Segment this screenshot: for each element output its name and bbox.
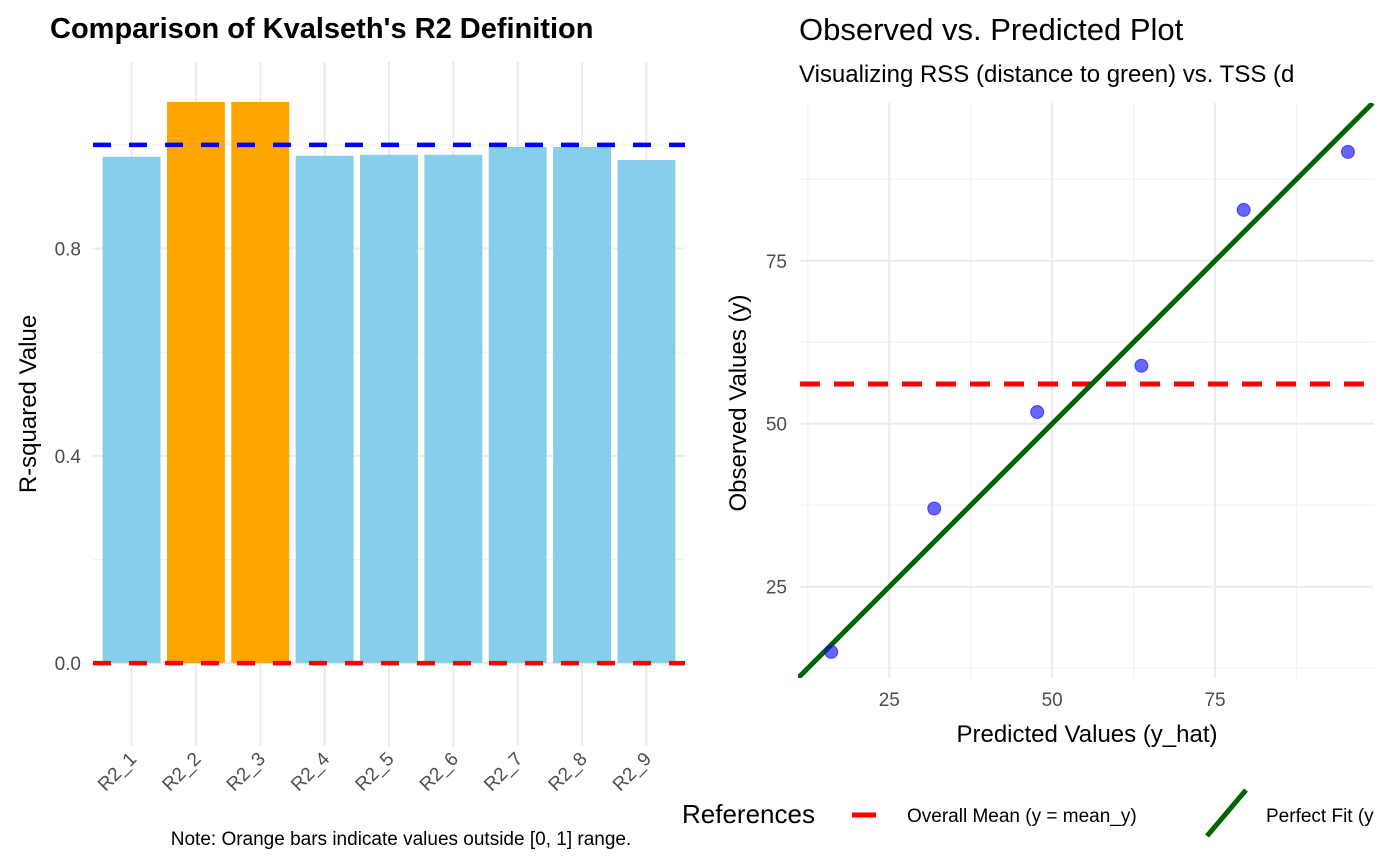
- scatter-subtitle: Visualizing RSS (distance to green) vs. …: [799, 61, 1294, 88]
- scatter-point: [824, 644, 839, 659]
- bar-chart-x-tick-label: R2_6: [416, 749, 463, 796]
- bar-chart-title: Comparison of Kvalseth's R2 Definition: [50, 13, 593, 45]
- scatter-point: [927, 501, 942, 516]
- scatter-y-tick-label: 25: [766, 578, 787, 599]
- bar-R2_5: [360, 154, 418, 664]
- scatter-x-tick-label: 50: [1042, 690, 1063, 711]
- bar-chart-y-tick-label: 0.4: [55, 447, 82, 468]
- bar-chart-y-axis-title: R-squared Value: [15, 315, 42, 493]
- bar-chart-x-tick-label: R2_9: [609, 749, 656, 796]
- scatter-y-tick-label: 75: [766, 252, 787, 273]
- scatter-reference-lines: [798, 103, 1375, 678]
- scatter-title: Observed vs. Predicted Plot: [799, 12, 1184, 47]
- bar-chart-caption: Note: Orange bars indicate values outsid…: [171, 829, 632, 850]
- bar-chart-bars: [102, 101, 676, 664]
- bar-chart-x-ticks: R2_1 R2_2 R2_3 R2_4 R2_5 R2_6 R2_7 R2_8 R2_9: [94, 748, 656, 795]
- perfect-fit-line: [798, 103, 1375, 678]
- bar-chart-x-tick-label: R2_8: [545, 749, 592, 796]
- scatter-x-ticks: 25 50 75: [879, 690, 1226, 711]
- scatter-x-axis-title: Predicted Values (y_hat): [956, 721, 1217, 748]
- scatter-y-ticks: 25 50 75: [766, 252, 787, 599]
- legend-label-perfect-fit: Perfect Fit (y: [1266, 806, 1374, 827]
- scatter-x-tick-label: 75: [1204, 690, 1225, 711]
- bar-R2_2: [167, 101, 225, 664]
- bar-R2_7: [488, 146, 547, 664]
- bar-chart-x-tick-label: R2_1: [94, 749, 141, 796]
- bar-R2_3: [231, 101, 290, 664]
- bar-chart-x-tick-label: R2_5: [352, 749, 399, 796]
- scatter-point: [1134, 358, 1149, 373]
- legend-label-mean: Overall Mean (y = mean_y): [907, 806, 1137, 827]
- scatter-point: [1340, 144, 1355, 159]
- scatter-legend: References Overall Mean (y = mean_y) Per…: [682, 788, 1374, 838]
- scatter-y-axis-title: Observed Values (y): [725, 295, 752, 512]
- scatter-header-bg: [716, 52, 1400, 102]
- scatter-x-tick-label: 25: [879, 690, 900, 711]
- bar-R2_1: [102, 156, 161, 664]
- scatter-point: [1030, 405, 1045, 420]
- bar-R2_6: [424, 154, 483, 664]
- bar-chart-panel: 0.00.40.8 R2_1 R2_2 R2_3 R2_4 R2_5 R2_6 R2_7 R2…: [15, 13, 685, 850]
- scatter-y-tick-label: 50: [766, 415, 787, 436]
- bar-R2_8: [553, 146, 611, 664]
- bar-chart-x-tick-label: R2_4: [287, 748, 334, 795]
- scatter-point: [1236, 202, 1251, 217]
- scatter-chart-panel: 25 50 75 25 50 75 Observed vs. Predicted Plo…: [682, 12, 1400, 838]
- bar-R2_9: [617, 159, 676, 664]
- scatter-gridlines: [800, 103, 1374, 678]
- bar-chart-x-tick-label: R2_2: [159, 749, 206, 796]
- legend-title: References: [682, 799, 815, 829]
- bar-chart-x-tick-label: R2_3: [223, 749, 270, 796]
- bar-chart-y-ticks: 0.0 0.4 0.8: [55, 240, 82, 676]
- bar-R2_4: [295, 155, 354, 664]
- bar-chart-x-tick-label: R2_7: [480, 749, 527, 796]
- bar-chart-y-tick-label: 0.0: [55, 654, 81, 675]
- bar-chart-y-tick-label: 0.8: [55, 240, 81, 261]
- scatter-points: [824, 144, 1355, 659]
- bar-chart-reference-lines: [93, 142, 685, 666]
- legend-key-perfect-fit-line: [1205, 788, 1248, 838]
